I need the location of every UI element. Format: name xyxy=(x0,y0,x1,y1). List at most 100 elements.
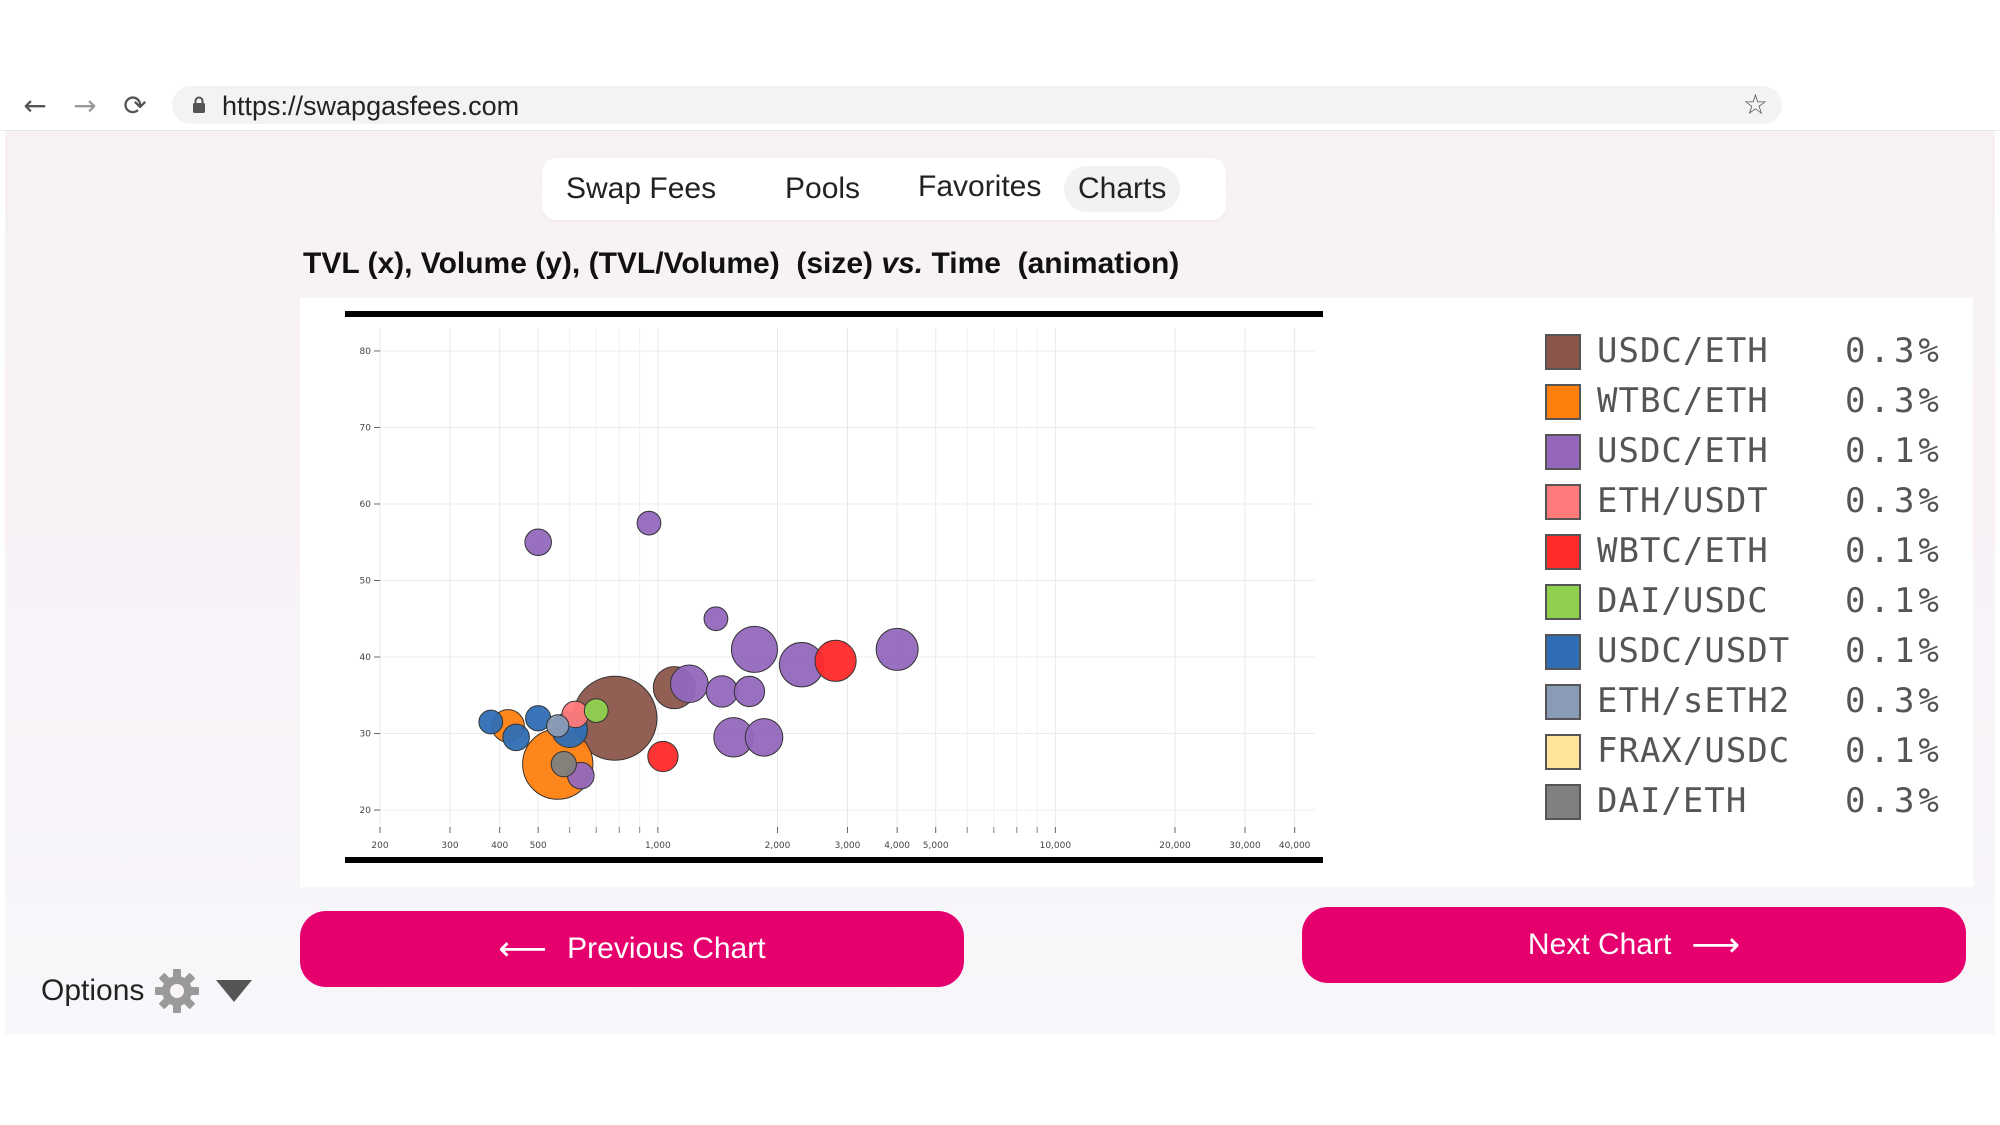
chart-title: TVL (x), Volume (y), (TVL/Volume) (size)… xyxy=(303,247,1179,281)
y-tick-label: 20 xyxy=(360,806,372,816)
reload-icon[interactable]: ⟳ xyxy=(123,88,147,122)
legend-pair: USDC/ETH xyxy=(1597,431,1769,471)
y-tick-label: 60 xyxy=(360,500,372,510)
bubble-point xyxy=(583,698,609,723)
legend-swatch xyxy=(1545,534,1581,570)
forward-arrow-icon[interactable]: → xyxy=(73,88,97,122)
page-body: Swap Fees Pools Favorites Charts TVL (x)… xyxy=(5,131,1995,1034)
x-tick-label: 1,000 xyxy=(645,841,671,851)
previous-chart-label: Previous Chart xyxy=(567,932,766,965)
bubble-point xyxy=(730,625,778,673)
legend-item[interactable]: USDC/ETH 0.3% xyxy=(1545,328,1965,378)
legend-item[interactable]: ETH/USDT 0.3% xyxy=(1545,478,1965,528)
browser-toolbar: ← → ⟳ https://swapgasfees.com ☆ xyxy=(0,80,2000,131)
legend-swatch xyxy=(1545,334,1581,370)
address-bar[interactable]: https://swapgasfees.com ☆ xyxy=(172,86,1782,124)
legend-fee: 0.3% xyxy=(1845,481,1943,521)
x-tick-label: 10,000 xyxy=(1040,841,1072,851)
x-tick-label: 200 xyxy=(371,841,388,851)
legend-pair: USDC/ETH xyxy=(1597,331,1769,371)
bubble-point xyxy=(744,718,784,757)
chart-grid xyxy=(379,328,1315,833)
lock-icon xyxy=(193,96,205,113)
chart-title-time: Time (animation) xyxy=(931,247,1180,280)
gear-icon[interactable] xyxy=(152,966,202,1016)
y-tick-label: 70 xyxy=(360,423,372,433)
bubble-chart: 20 30 40 50 60 70 80 200 300 400 500 1,000 2,000 3,0… xyxy=(345,311,1323,863)
chart-panel: 20 30 40 50 60 70 80 200 300 400 500 1,000 2,000 3,0… xyxy=(300,298,1973,887)
caret-down-icon[interactable] xyxy=(214,976,254,1006)
legend-pair: USDC/USDT xyxy=(1597,631,1791,671)
legend-item[interactable]: ETH/sETH2 0.3% xyxy=(1545,678,1965,728)
legend-fee: 0.1% xyxy=(1845,731,1943,771)
legend-pair: ETH/USDT xyxy=(1597,481,1769,521)
legend-swatch xyxy=(1545,634,1581,670)
bubble-point xyxy=(705,675,739,708)
legend-swatch xyxy=(1545,734,1581,770)
next-chart-button[interactable]: Next Chart ⟶ xyxy=(1302,907,1966,983)
x-tick-label: 400 xyxy=(491,841,508,851)
legend-pair: DAI/USDC xyxy=(1597,581,1769,621)
bubble-point xyxy=(502,723,530,752)
legend-swatch xyxy=(1545,434,1581,470)
legend-swatch xyxy=(1545,484,1581,520)
x-tick-label: 2,000 xyxy=(765,841,791,851)
right-arrow-icon: ⟶ xyxy=(1691,925,1741,965)
legend-pair: DAI/ETH xyxy=(1597,781,1748,821)
bubble-point xyxy=(733,675,766,708)
legend-fee: 0.1% xyxy=(1845,431,1943,471)
legend-pair: ETH/sETH2 xyxy=(1597,681,1791,721)
bubble-point xyxy=(670,664,709,704)
next-chart-label: Next Chart xyxy=(1527,928,1672,961)
y-tick-label: 50 xyxy=(360,577,372,587)
legend-swatch xyxy=(1545,584,1581,620)
legend-fee: 0.1% xyxy=(1845,531,1943,571)
tab-pools[interactable]: Pools xyxy=(785,172,861,205)
y-tick-label: 30 xyxy=(360,730,372,740)
legend-item[interactable]: WTBC/ETH 0.3% xyxy=(1545,378,1965,428)
options-menu[interactable]: Options xyxy=(41,966,254,1016)
y-axis: 20 30 40 50 60 70 80 xyxy=(360,347,380,816)
legend-fee: 0.1% xyxy=(1845,581,1943,621)
tab-favorites[interactable]: Favorites xyxy=(918,170,1042,203)
legend-item[interactable]: DAI/ETH 0.3% xyxy=(1545,778,1965,828)
chart-legend: USDC/ETH 0.3% WTBC/ETH 0.3% USDC/ETH 0.1% E… xyxy=(1545,328,1965,828)
bubble-point xyxy=(550,751,577,778)
legend-item[interactable]: USDC/ETH 0.1% xyxy=(1545,428,1965,478)
bubble-point xyxy=(524,528,552,557)
y-tick-label: 40 xyxy=(360,653,372,663)
bookmark-star-icon[interactable]: ☆ xyxy=(1742,88,1768,121)
x-tick-label: 20,000 xyxy=(1159,841,1191,851)
legend-item[interactable]: WBTC/ETH 0.1% xyxy=(1545,528,1965,578)
legend-pair: WBTC/ETH xyxy=(1597,531,1769,571)
legend-item[interactable]: USDC/USDT 0.1% xyxy=(1545,628,1965,678)
legend-item[interactable]: DAI/USDC 0.1% xyxy=(1545,578,1965,628)
bubble-point xyxy=(546,714,570,738)
options-label: Options xyxy=(41,974,145,1007)
bubble-point xyxy=(647,740,679,773)
back-arrow-icon[interactable]: ← xyxy=(23,88,47,122)
legend-fee: 0.3% xyxy=(1845,331,1943,371)
legend-swatch xyxy=(1545,384,1581,420)
bubble-point xyxy=(875,627,919,671)
tab-swap-fees[interactable]: Swap Fees xyxy=(566,172,717,205)
legend-swatch xyxy=(1545,784,1581,820)
tab-charts[interactable]: Charts xyxy=(1064,166,1181,212)
x-tick-label: 40,000 xyxy=(1279,841,1311,851)
chart-title-main: TVL (x), Volume (y), (TVL/Volume) (size) xyxy=(303,247,874,280)
legend-pair: WTBC/ETH xyxy=(1597,381,1769,421)
previous-chart-button[interactable]: ⟵ Previous Chart xyxy=(300,911,964,987)
x-tick-label: 5,000 xyxy=(923,841,949,851)
x-tick-label: 300 xyxy=(441,841,458,851)
legend-pair: FRAX/USDC xyxy=(1597,731,1791,771)
chart-title-vs: vs. xyxy=(881,247,924,280)
bubble-point xyxy=(814,639,857,682)
bubble-layer xyxy=(478,510,919,800)
x-axis: 200 300 400 500 1,000 2,000 3,000 4,000 5,000 10,… xyxy=(371,827,1311,851)
bubble-point xyxy=(478,709,504,735)
legend-fee: 0.3% xyxy=(1845,681,1943,721)
legend-item[interactable]: FRAX/USDC 0.1% xyxy=(1545,728,1965,778)
y-tick-label: 80 xyxy=(360,347,372,357)
x-tick-label: 500 xyxy=(530,841,547,851)
url-text: https://swapgasfees.com xyxy=(222,91,520,121)
